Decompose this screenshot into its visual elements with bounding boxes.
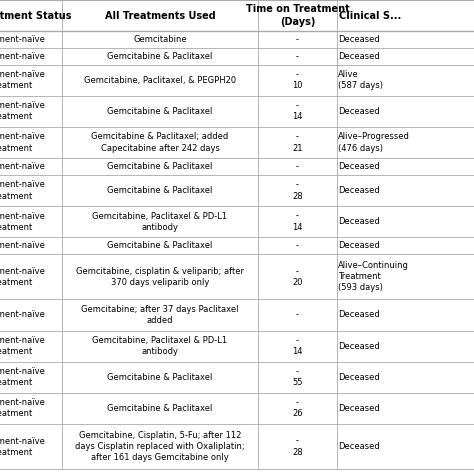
Text: Treatment-naïve
On-treatment: Treatment-naïve On-treatment bbox=[0, 336, 45, 356]
Text: -
14: - 14 bbox=[292, 336, 303, 356]
Text: Gemcitabine, Paclitaxel & PD-L1
antibody: Gemcitabine, Paclitaxel & PD-L1 antibody bbox=[92, 211, 228, 232]
Text: -: - bbox=[296, 52, 299, 61]
Text: Treatment-naïve
On-treatment: Treatment-naïve On-treatment bbox=[0, 367, 45, 387]
Text: Deceased: Deceased bbox=[338, 217, 380, 226]
Text: All Treatments Used: All Treatments Used bbox=[105, 10, 215, 20]
Text: Deceased: Deceased bbox=[338, 342, 380, 351]
Text: Treatment-naïve
On-treatment: Treatment-naïve On-treatment bbox=[0, 181, 45, 201]
Text: Deceased: Deceased bbox=[338, 52, 380, 61]
Text: Deceased: Deceased bbox=[338, 35, 380, 44]
Text: Gemcitabine & Paclitaxel: Gemcitabine & Paclitaxel bbox=[107, 241, 213, 250]
Text: -
14: - 14 bbox=[292, 211, 303, 232]
Text: -: - bbox=[296, 310, 299, 319]
Text: Gemcitabine; after 37 days Paclitaxel
added: Gemcitabine; after 37 days Paclitaxel ad… bbox=[81, 305, 239, 325]
Text: Deceased: Deceased bbox=[338, 186, 380, 195]
Text: Gemcitabine & Paclitaxel: Gemcitabine & Paclitaxel bbox=[107, 373, 213, 382]
Text: Gemcitabine & Paclitaxel: Gemcitabine & Paclitaxel bbox=[107, 162, 213, 171]
Text: Gemcitabine & Paclitaxel: Gemcitabine & Paclitaxel bbox=[107, 186, 213, 195]
Text: Alive–Continuing
Treatment
(593 days): Alive–Continuing Treatment (593 days) bbox=[338, 261, 410, 292]
Text: Treatment-naïve: Treatment-naïve bbox=[0, 310, 45, 319]
Text: Deceased: Deceased bbox=[338, 241, 380, 250]
Text: Gemcitabine, Cisplatin, 5-Fu; after 112
days Cisplatin replaced with Oxaliplatin: Gemcitabine, Cisplatin, 5-Fu; after 112 … bbox=[75, 431, 245, 462]
Text: -
10: - 10 bbox=[292, 70, 303, 91]
Text: -
14: - 14 bbox=[292, 101, 303, 121]
Text: Deceased: Deceased bbox=[338, 310, 380, 319]
Text: Gemcitabine & Paclitaxel: Gemcitabine & Paclitaxel bbox=[107, 404, 213, 413]
Text: Treatment-naïve
On-treatment: Treatment-naïve On-treatment bbox=[0, 133, 45, 153]
Text: Gemcitabine & Paclitaxel: Gemcitabine & Paclitaxel bbox=[107, 52, 213, 61]
Text: Treatment-naïve
On-treatment: Treatment-naïve On-treatment bbox=[0, 101, 45, 121]
Text: Gemcitabine: Gemcitabine bbox=[133, 35, 187, 44]
Text: -
21: - 21 bbox=[292, 133, 303, 153]
Text: Treatment-naïve
On-treatment: Treatment-naïve On-treatment bbox=[0, 70, 45, 91]
Text: Treatment-naïve: Treatment-naïve bbox=[0, 52, 45, 61]
Text: Treatment Status: Treatment Status bbox=[0, 10, 72, 20]
Text: Gemcitabine, cisplatin & veliparib; after
370 days veliparib only: Gemcitabine, cisplatin & veliparib; afte… bbox=[76, 267, 244, 287]
Text: -: - bbox=[296, 35, 299, 44]
Text: -: - bbox=[296, 241, 299, 250]
Text: Clinical S...: Clinical S... bbox=[339, 10, 401, 20]
Text: Treatment-naïve
On-treatment: Treatment-naïve On-treatment bbox=[0, 211, 45, 232]
Text: Gemcitabine & Paclitaxel: Gemcitabine & Paclitaxel bbox=[107, 107, 213, 116]
Text: Gemcitabine, Paclitaxel & PD-L1
antibody: Gemcitabine, Paclitaxel & PD-L1 antibody bbox=[92, 336, 228, 356]
Text: -: - bbox=[296, 162, 299, 171]
Text: Treatment-naïve: Treatment-naïve bbox=[0, 35, 45, 44]
Text: Gemcitabine & Paclitaxel; added
Capecitabine after 242 days: Gemcitabine & Paclitaxel; added Capecita… bbox=[91, 133, 228, 153]
Text: Time on Treatment
(Days): Time on Treatment (Days) bbox=[246, 4, 349, 27]
Text: Treatment-naïve: Treatment-naïve bbox=[0, 241, 45, 250]
Text: Deceased: Deceased bbox=[338, 373, 380, 382]
Text: Deceased: Deceased bbox=[338, 162, 380, 171]
Text: Treatment-naïve: Treatment-naïve bbox=[0, 162, 45, 171]
Text: -
55: - 55 bbox=[292, 367, 303, 387]
Text: Treatment-naïve
On-treatment: Treatment-naïve On-treatment bbox=[0, 267, 45, 287]
Text: -
26: - 26 bbox=[292, 398, 303, 419]
Text: -
28: - 28 bbox=[292, 181, 303, 201]
Text: Gemcitabine, Paclitaxel, & PEGPH20: Gemcitabine, Paclitaxel, & PEGPH20 bbox=[84, 76, 236, 85]
Text: Treatment-naïve
On-treatment: Treatment-naïve On-treatment bbox=[0, 437, 45, 456]
Text: Deceased: Deceased bbox=[338, 107, 380, 116]
Text: Deceased: Deceased bbox=[338, 442, 380, 451]
Text: -
20: - 20 bbox=[292, 267, 303, 287]
Text: -
28: - 28 bbox=[292, 437, 303, 456]
Text: Deceased: Deceased bbox=[338, 404, 380, 413]
Text: Alive–Progressed
(476 days): Alive–Progressed (476 days) bbox=[338, 133, 410, 153]
Text: Treatment-naïve
On-treatment: Treatment-naïve On-treatment bbox=[0, 398, 45, 419]
Text: Alive
(587 days): Alive (587 days) bbox=[338, 70, 383, 91]
